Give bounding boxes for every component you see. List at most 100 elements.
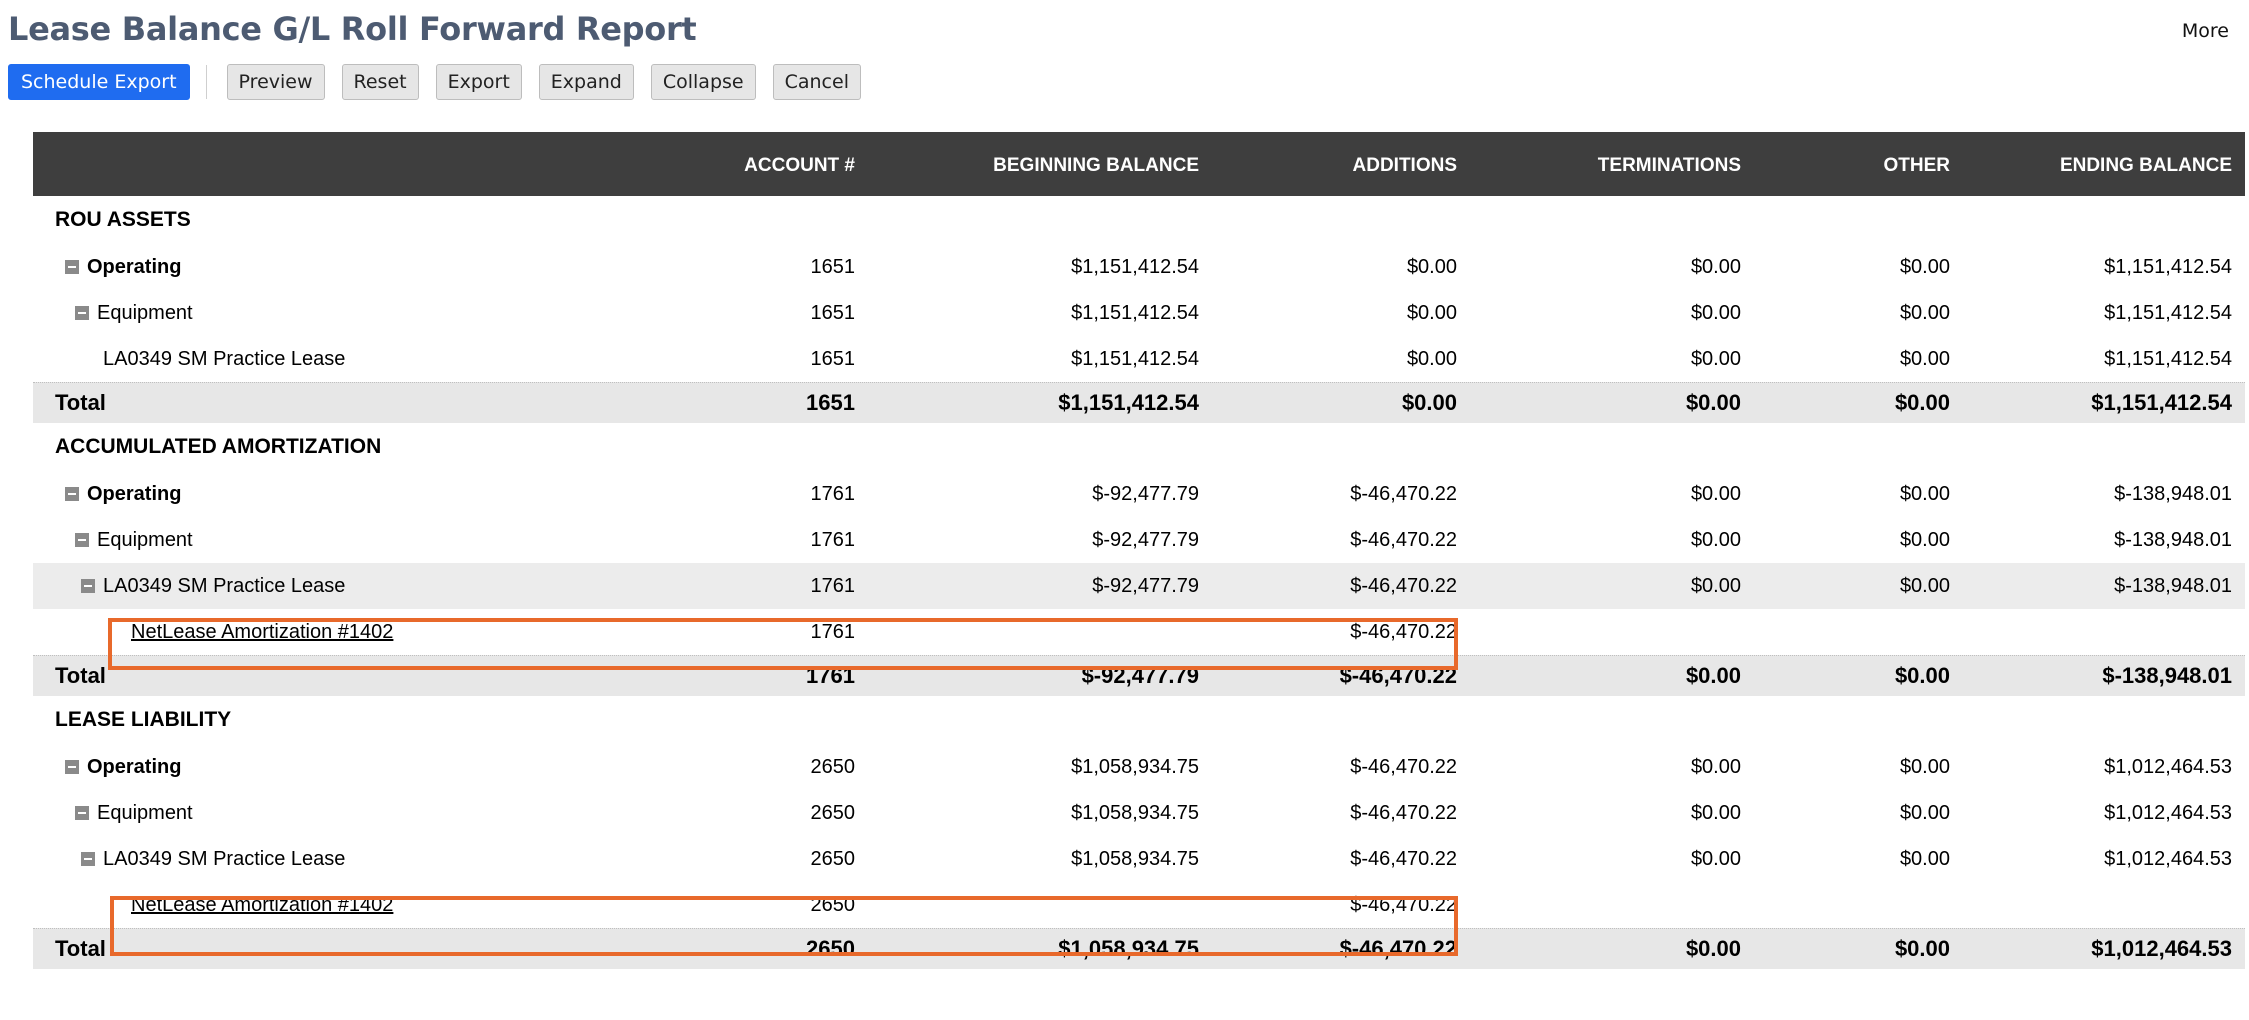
other-cell: $0.00 <box>1899 755 1950 778</box>
row-label: Equipment <box>97 801 193 824</box>
additions-cell: $0.00 <box>1406 255 1457 278</box>
additions-cell: $-46,470.22 <box>1350 574 1457 597</box>
table-header: ACCOUNT # BEGINNING BALANCE ADDITIONS TE… <box>33 132 2245 196</box>
collapse-toggle-icon[interactable] <box>65 260 79 274</box>
section-title: ACCUMULATED AMORTIZATION <box>55 435 382 458</box>
terminations-cell: $0.00 <box>1690 528 1741 551</box>
terminations-cell: $0.00 <box>1690 755 1741 778</box>
section-heading-lease-liability: LEASE LIABILITY <box>33 696 2245 744</box>
account-cell: 1651 <box>810 255 856 278</box>
toolbar-divider <box>205 65 207 99</box>
page-title: Lease Balance G/L Roll Forward Report <box>8 10 697 48</box>
beginning-balance-cell: $-92,477.79 <box>1092 528 1199 551</box>
table-row: Operating 1651 $1,151,412.54 $0.00 $0.00… <box>33 244 2245 290</box>
row-label: Total <box>55 663 106 688</box>
column-header-additions: ADDITIONS <box>1352 155 1458 176</box>
ending-balance-cell: $-138,948.01 <box>2114 482 2232 505</box>
table-row: Equipment 1761 $-92,477.79 $-46,470.22 $… <box>33 517 2245 563</box>
expand-button[interactable]: Expand <box>538 64 634 100</box>
table-row: LA0349 SM Practice Lease 2650 $1,058,934… <box>33 836 2245 882</box>
account-cell: 2650 <box>806 936 855 961</box>
additions-cell: $-46,470.22 <box>1350 620 1457 643</box>
additions-cell: $-46,470.22 <box>1339 936 1457 961</box>
collapse-toggle-icon[interactable] <box>81 852 95 866</box>
collapse-toggle-icon[interactable] <box>81 579 95 593</box>
terminations-cell: $0.00 <box>1685 936 1741 961</box>
section-heading-accumulated-amortization: ACCUMULATED AMORTIZATION <box>33 423 2245 471</box>
account-cell: 2650 <box>810 893 856 916</box>
additions-cell: $0.00 <box>1406 301 1457 324</box>
ending-balance-cell: $1,151,412.54 <box>2104 301 2232 324</box>
terminations-cell: $0.00 <box>1685 663 1741 688</box>
reset-button[interactable]: Reset <box>341 64 419 100</box>
account-cell: 2650 <box>810 847 856 870</box>
column-header-beginning-balance: BEGINNING BALANCE <box>993 155 1199 176</box>
account-cell: 1651 <box>810 301 856 324</box>
additions-cell: $0.00 <box>1406 347 1457 370</box>
other-cell: $0.00 <box>1894 390 1950 415</box>
ending-balance-cell: $-138,948.01 <box>2114 574 2232 597</box>
collapse-toggle-icon[interactable] <box>65 760 79 774</box>
table-row: LA0349 SM Practice Lease 1761 $-92,477.7… <box>33 563 2245 609</box>
other-cell: $0.00 <box>1899 301 1950 324</box>
journal-entry-row: NetLease Amortization #1402 1761 $-46,47… <box>33 609 2245 655</box>
ending-balance-cell: $1,151,412.54 <box>2104 347 2232 370</box>
additions-cell: $-46,470.22 <box>1350 847 1457 870</box>
collapse-toggle-icon[interactable] <box>75 533 89 547</box>
column-header-terminations: TERMINATIONS <box>1597 155 1741 176</box>
account-cell: 2650 <box>810 801 856 824</box>
collapse-toggle-icon[interactable] <box>65 487 79 501</box>
collapse-button[interactable]: Collapse <box>650 64 756 100</box>
other-cell: $0.00 <box>1894 936 1950 961</box>
export-button[interactable]: Export <box>435 64 522 100</box>
additions-cell: $-46,470.22 <box>1350 801 1457 824</box>
row-label: Operating <box>87 255 182 278</box>
ending-balance-cell: $1,012,464.53 <box>2104 847 2232 870</box>
more-menu-link[interactable]: More <box>2181 20 2229 42</box>
additions-cell: $-46,470.22 <box>1350 755 1457 778</box>
collapse-toggle-icon[interactable] <box>75 306 89 320</box>
terminations-cell: $0.00 <box>1690 301 1741 324</box>
row-label: LA0349 SM Practice Lease <box>103 347 346 370</box>
ending-balance-cell: $1,151,412.54 <box>2104 255 2232 278</box>
beginning-balance-cell: $1,151,412.54 <box>1071 347 1199 370</box>
account-cell: 1761 <box>806 663 855 688</box>
roll-forward-table: ACCOUNT # BEGINNING BALANCE ADDITIONS TE… <box>33 132 2245 969</box>
preview-button[interactable]: Preview <box>226 64 325 100</box>
beginning-balance-cell: $1,058,934.75 <box>1071 755 1199 778</box>
row-label: LA0349 SM Practice Lease <box>103 847 346 870</box>
beginning-balance-cell: $1,058,934.75 <box>1058 936 1199 961</box>
beginning-balance-cell: $-92,477.79 <box>1081 663 1199 688</box>
table-row: LA0349 SM Practice Lease 1651 $1,151,412… <box>33 336 2245 382</box>
row-label: Operating <box>87 482 182 505</box>
beginning-balance-cell: $1,058,934.75 <box>1071 801 1199 824</box>
additions-cell: $-46,470.22 <box>1339 663 1457 688</box>
other-cell: $0.00 <box>1899 482 1950 505</box>
other-cell: $0.00 <box>1899 801 1950 824</box>
row-label: LA0349 SM Practice Lease <box>103 574 346 597</box>
account-cell: 1761 <box>810 574 856 597</box>
cancel-button[interactable]: Cancel <box>772 64 861 100</box>
total-row: Total 1761 $-92,477.79 $-46,470.22 $0.00… <box>33 655 2245 696</box>
other-cell: $0.00 <box>1899 574 1950 597</box>
row-label: Operating <box>87 755 182 778</box>
account-cell: 1761 <box>810 620 856 643</box>
ending-balance-cell: $1,012,464.53 <box>2104 801 2232 824</box>
schedule-export-button[interactable]: Schedule Export <box>8 64 190 100</box>
account-cell: 1651 <box>806 390 855 415</box>
other-cell: $0.00 <box>1894 663 1950 688</box>
section-heading-rou-assets: ROU ASSETS <box>33 196 2245 244</box>
collapse-toggle-icon[interactable] <box>75 806 89 820</box>
terminations-cell: $0.00 <box>1690 347 1741 370</box>
column-header-account: ACCOUNT # <box>744 155 855 176</box>
beginning-balance-cell: $1,151,412.54 <box>1071 255 1199 278</box>
ending-balance-cell: $1,012,464.53 <box>2091 936 2232 961</box>
terminations-cell: $0.00 <box>1690 255 1741 278</box>
account-cell: 1651 <box>810 347 856 370</box>
journal-entry-link[interactable]: NetLease Amortization #1402 <box>131 893 394 916</box>
additions-cell: $-46,470.22 <box>1350 893 1457 916</box>
ending-balance-cell: $1,012,464.53 <box>2104 755 2232 778</box>
terminations-cell: $0.00 <box>1690 801 1741 824</box>
journal-entry-link[interactable]: NetLease Amortization #1402 <box>131 620 394 643</box>
